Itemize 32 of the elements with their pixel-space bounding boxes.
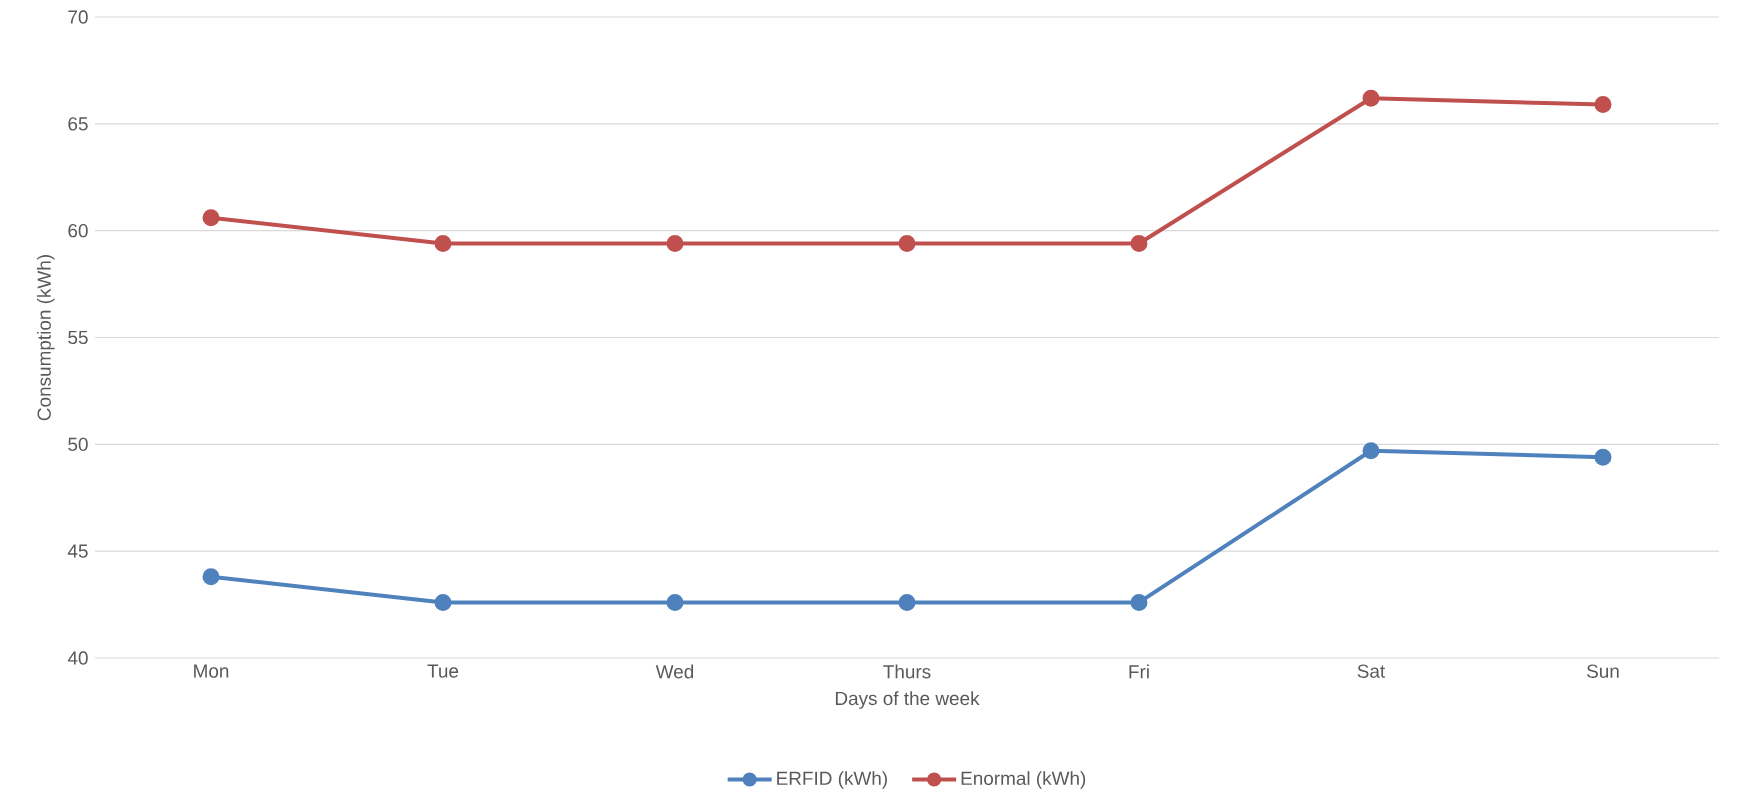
point <box>202 568 220 586</box>
x-tick-label: Wed <box>655 664 694 679</box>
point <box>1594 96 1612 114</box>
x-tick-label: Tue <box>427 664 459 678</box>
point <box>1362 442 1380 460</box>
point <box>1130 593 1148 611</box>
point <box>202 209 220 227</box>
point <box>666 593 684 611</box>
point <box>666 234 684 252</box>
x-axis-title: Days of the week <box>835 691 980 709</box>
y-tick-label: 55 <box>68 330 88 345</box>
x-tick-label: Sat <box>1357 664 1386 678</box>
point <box>898 234 916 252</box>
point <box>1362 89 1380 107</box>
x-tick-label: Fri <box>1129 664 1149 679</box>
point <box>434 593 452 611</box>
point <box>1130 234 1148 252</box>
point <box>1594 448 1612 466</box>
y-tick-label: 60 <box>68 223 88 238</box>
point <box>898 593 916 611</box>
legend-label: Enormal (kWh) <box>961 771 1086 789</box>
y-tick-label: 40 <box>67 651 88 665</box>
x-tick-label: Mon <box>194 664 229 678</box>
y-tick-label: 70 <box>68 10 88 24</box>
legend-label: ERFID (kWh) <box>777 771 887 789</box>
x-tick-label: Thurs <box>883 664 931 679</box>
point <box>434 234 452 252</box>
y-tick-label: 65 <box>68 117 88 131</box>
y-axis-title: Consumption (kWh) <box>36 255 55 421</box>
y-tick-label: 45 <box>67 544 88 558</box>
x-tick-label: Sun <box>1587 664 1619 678</box>
y-tick-label: 50 <box>68 437 88 452</box>
